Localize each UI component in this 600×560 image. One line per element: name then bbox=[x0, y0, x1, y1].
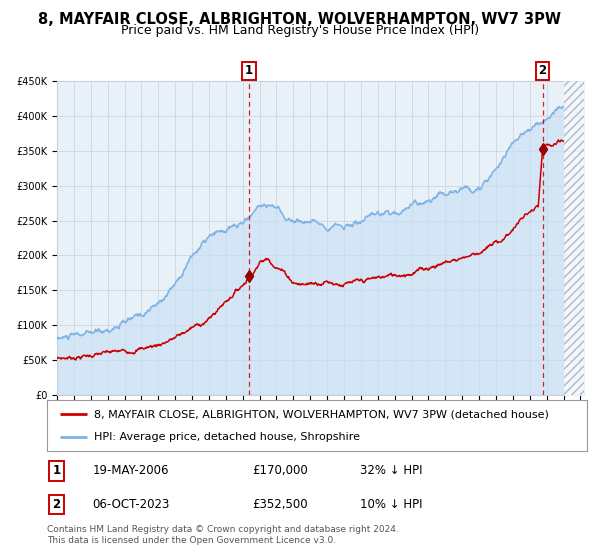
Text: Contains HM Land Registry data © Crown copyright and database right 2024.
This d: Contains HM Land Registry data © Crown c… bbox=[47, 525, 398, 545]
Text: Price paid vs. HM Land Registry's House Price Index (HPI): Price paid vs. HM Land Registry's House … bbox=[121, 24, 479, 36]
Text: 10% ↓ HPI: 10% ↓ HPI bbox=[360, 498, 422, 511]
Text: 2: 2 bbox=[539, 64, 547, 77]
Text: 06-OCT-2023: 06-OCT-2023 bbox=[93, 498, 170, 511]
Text: 1: 1 bbox=[52, 464, 61, 477]
Text: 2: 2 bbox=[52, 498, 61, 511]
Text: £170,000: £170,000 bbox=[252, 464, 308, 477]
Text: 1: 1 bbox=[245, 64, 253, 77]
Text: HPI: Average price, detached house, Shropshire: HPI: Average price, detached house, Shro… bbox=[94, 432, 361, 442]
Text: 8, MAYFAIR CLOSE, ALBRIGHTON, WOLVERHAMPTON, WV7 3PW: 8, MAYFAIR CLOSE, ALBRIGHTON, WOLVERHAMP… bbox=[38, 12, 562, 27]
Bar bbox=[563, 74, 584, 395]
Text: £352,500: £352,500 bbox=[252, 498, 308, 511]
Text: 19-MAY-2006: 19-MAY-2006 bbox=[93, 464, 169, 477]
Text: 32% ↓ HPI: 32% ↓ HPI bbox=[360, 464, 422, 477]
Text: 8, MAYFAIR CLOSE, ALBRIGHTON, WOLVERHAMPTON, WV7 3PW (detached house): 8, MAYFAIR CLOSE, ALBRIGHTON, WOLVERHAMP… bbox=[94, 409, 549, 419]
